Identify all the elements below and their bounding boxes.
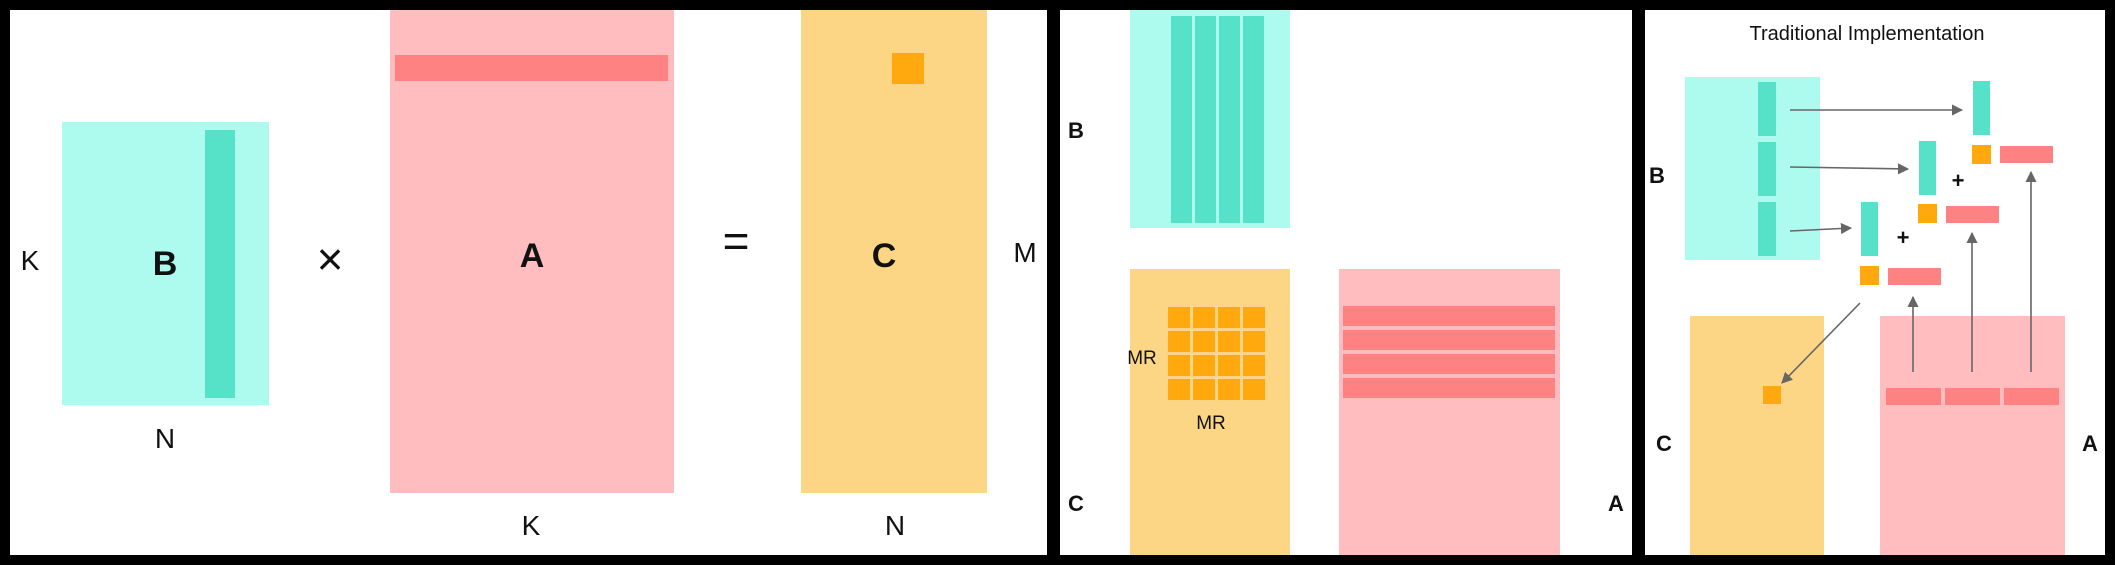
tile-matrix-a-rows — [1343, 306, 1555, 398]
matrix-c-element — [892, 53, 924, 84]
a-row-strip — [1343, 378, 1555, 398]
matrix-c — [801, 10, 987, 493]
tile-matrix-a-label: A — [1608, 491, 1624, 516]
tile-cell — [1193, 355, 1215, 376]
equals-operator: = — [723, 215, 750, 267]
b-column-strip — [1195, 16, 1216, 223]
matrix-b-column-strip — [205, 130, 235, 398]
matrix-c-label: C — [872, 237, 897, 275]
trad-c-element — [1763, 386, 1781, 404]
trad-b-segment — [1758, 82, 1776, 136]
a-row-strip — [1343, 354, 1555, 374]
tile-cell — [1243, 307, 1265, 328]
tile-cell — [1243, 379, 1265, 400]
arrow-b-to-step2 — [1789, 163, 1910, 175]
tile-matrix-b-label: B — [1068, 118, 1084, 143]
tile-col-size-label: MR — [1196, 413, 1226, 434]
step1-c-element — [1860, 266, 1879, 285]
arrow-step1-to-c — [1781, 302, 1861, 384]
step3-c-element — [1972, 145, 1991, 164]
tile-cell — [1218, 331, 1240, 352]
step3-a-vector — [2000, 146, 2053, 163]
tile-row-size-label: MR — [1127, 348, 1157, 369]
matrix-c-row-dimension: M — [1013, 237, 1036, 268]
trad-a-segment — [1945, 388, 2000, 405]
arrow-b-to-step1 — [1789, 222, 1853, 235]
step2-c-element — [1918, 204, 1937, 223]
a-row-strip — [1343, 306, 1555, 326]
trad-b-segment — [1758, 142, 1776, 196]
tile-mr-grid — [1168, 307, 1265, 400]
tile-cell — [1168, 307, 1190, 328]
tile-cell — [1168, 331, 1190, 352]
trad-matrix-a-label: A — [2082, 431, 2098, 456]
plus-operator: + — [1897, 225, 1910, 250]
tile-cell — [1193, 307, 1215, 328]
matrix-a-label: A — [520, 237, 545, 275]
panel-traditional: Traditional Implementation B C A + + — [1645, 10, 2105, 555]
tile-cell — [1168, 379, 1190, 400]
trad-matrix-b — [1685, 77, 1820, 260]
trad-a-segment — [1886, 388, 1941, 405]
b-column-strip — [1171, 16, 1192, 223]
tile-cell — [1193, 379, 1215, 400]
trad-b-segment — [1758, 202, 1776, 256]
step2-b-vector — [1919, 141, 1936, 195]
panel-tiling: B MR MR C — [1060, 10, 1632, 555]
tile-cell — [1218, 355, 1240, 376]
plus-operator: + — [1952, 168, 1965, 193]
matrix-b-col-dimension: N — [155, 423, 175, 454]
matrix-b-row-dimension: K — [21, 245, 40, 276]
matrix-a-row-strip — [395, 55, 668, 81]
step2-a-vector — [1946, 206, 1999, 223]
tile-matrix-c-label: C — [1068, 491, 1084, 516]
trad-matrix-b-label: B — [1649, 163, 1665, 188]
panel-overview: B K N × A K = C N M — [10, 10, 1047, 555]
matrix-c-col-dimension: N — [885, 510, 905, 541]
data-flow-arrows — [1781, 104, 2037, 384]
panel-traditional-title: Traditional Implementation — [1750, 23, 1985, 45]
tile-cell — [1243, 355, 1265, 376]
tile-cell — [1243, 331, 1265, 352]
a-row-strip — [1343, 330, 1555, 350]
tile-cell — [1193, 331, 1215, 352]
tile-cell — [1218, 307, 1240, 328]
step1-b-vector — [1861, 202, 1878, 256]
b-column-strip — [1219, 16, 1240, 223]
times-operator: × — [317, 233, 344, 285]
b-column-strip — [1243, 16, 1264, 223]
tile-matrix-b-columns — [1171, 16, 1264, 223]
trad-a-segment — [2004, 388, 2059, 405]
step3-b-vector — [1973, 81, 1990, 135]
matrix-b-label: B — [153, 245, 178, 283]
tile-cell — [1168, 355, 1190, 376]
trad-matrix-c-label: C — [1656, 431, 1672, 456]
matrix-a — [390, 10, 674, 493]
matrix-a-col-dimension: K — [522, 510, 541, 541]
tile-cell — [1218, 379, 1240, 400]
trad-matrix-c — [1690, 316, 1824, 555]
step1-a-vector — [1888, 268, 1941, 285]
